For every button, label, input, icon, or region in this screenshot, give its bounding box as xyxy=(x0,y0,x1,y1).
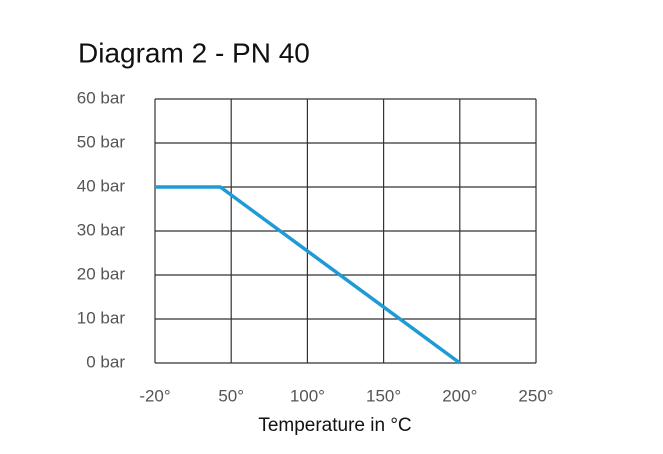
chart-title: Diagram 2 - PN 40 xyxy=(78,37,310,68)
x-tick-label: 100° xyxy=(290,386,325,405)
x-tick-label: 50° xyxy=(218,386,244,405)
y-tick-label: 50 bar xyxy=(77,132,126,151)
x-tick-label: -20° xyxy=(139,386,170,405)
y-tick-label: 0 bar xyxy=(86,352,125,371)
x-tick-label: 150° xyxy=(366,386,401,405)
y-tick-label: 20 bar xyxy=(77,264,126,283)
x-axis-label: Temperature in °C xyxy=(258,415,411,436)
y-tick-label: 10 bar xyxy=(77,308,126,327)
y-tick-label: 40 bar xyxy=(77,176,126,195)
data-line xyxy=(155,185,461,365)
y-tick-label: 60 bar xyxy=(77,88,126,107)
x-tick-label: 250° xyxy=(518,386,553,405)
x-tick-label: 200° xyxy=(442,386,477,405)
y-tick-label: 30 bar xyxy=(77,220,126,239)
